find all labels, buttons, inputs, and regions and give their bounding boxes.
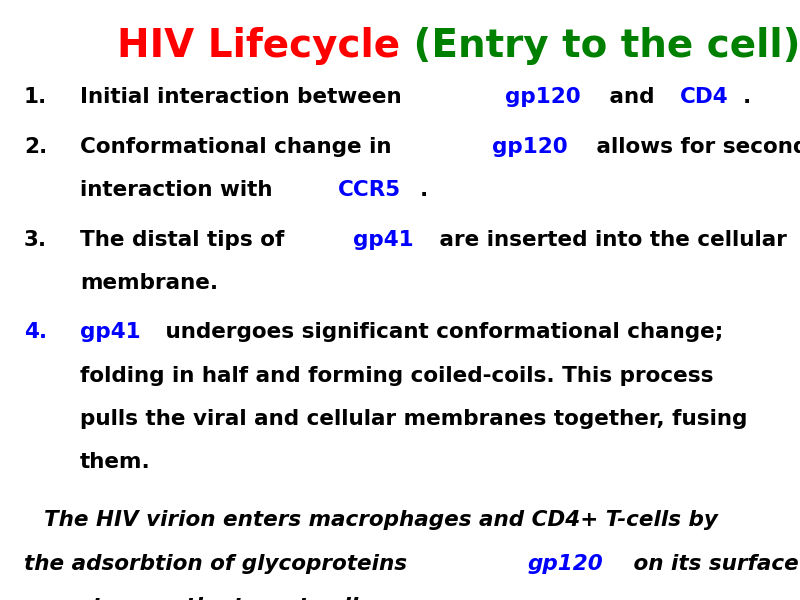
- Text: folding in half and forming coiled-coils. This process: folding in half and forming coiled-coils…: [80, 365, 714, 386]
- Text: gp41: gp41: [80, 322, 141, 343]
- Text: membrane.: membrane.: [80, 273, 218, 293]
- Text: the adsorbtion of glycoproteins: the adsorbtion of glycoproteins: [24, 554, 414, 574]
- Text: CD4: CD4: [680, 87, 728, 107]
- Text: The distal tips of: The distal tips of: [80, 230, 292, 250]
- Text: interaction with: interaction with: [80, 180, 280, 200]
- Text: .: .: [742, 87, 750, 107]
- Text: gp41: gp41: [354, 230, 414, 250]
- Text: gp120: gp120: [528, 554, 604, 574]
- Text: The HIV virion enters macrophages and CD4+ T-cells by: The HIV virion enters macrophages and CD…: [44, 511, 718, 530]
- Text: (Entry to the cell): (Entry to the cell): [400, 27, 800, 65]
- Text: 3.: 3.: [24, 230, 47, 250]
- Text: 2.: 2.: [24, 137, 47, 157]
- Text: receptors on the target cell.: receptors on the target cell.: [24, 597, 366, 600]
- Text: pulls the viral and cellular membranes together, fusing: pulls the viral and cellular membranes t…: [80, 409, 747, 429]
- Text: Initial interaction between: Initial interaction between: [80, 87, 409, 107]
- Text: Conformational change in: Conformational change in: [80, 137, 399, 157]
- Text: CCR5: CCR5: [338, 180, 401, 200]
- Text: HIV Lifecycle: HIV Lifecycle: [117, 27, 400, 65]
- Text: undergoes significant conformational change;: undergoes significant conformational cha…: [158, 322, 723, 343]
- Text: them.: them.: [80, 452, 150, 472]
- Text: 4.: 4.: [24, 322, 47, 343]
- Text: gp120: gp120: [505, 87, 580, 107]
- Text: allows for secondary: allows for secondary: [589, 137, 800, 157]
- Text: gp120: gp120: [492, 137, 567, 157]
- Text: on its surface to: on its surface to: [626, 554, 800, 574]
- Text: .: .: [419, 180, 428, 200]
- Text: 1.: 1.: [24, 87, 47, 107]
- Text: are inserted into the cellular: are inserted into the cellular: [432, 230, 786, 250]
- Text: and: and: [602, 87, 662, 107]
